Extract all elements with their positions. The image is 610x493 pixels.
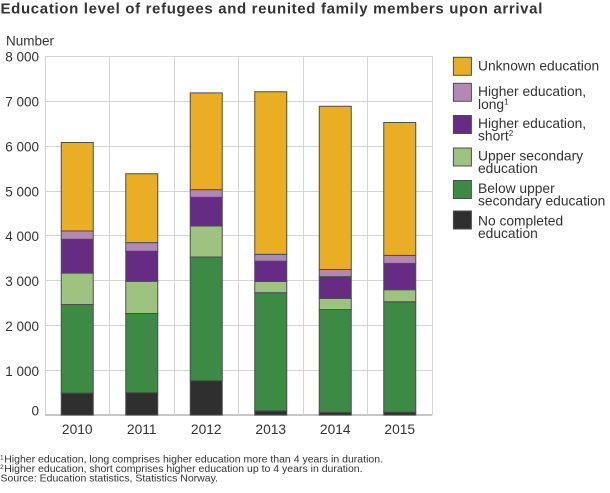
- svg-text:No completed: No completed: [478, 213, 563, 228]
- svg-text:Higher education,: Higher education,: [478, 84, 586, 99]
- svg-text:2: 2: [0, 464, 4, 471]
- svg-text:education: education: [478, 226, 538, 241]
- svg-text:2012: 2012: [191, 422, 222, 437]
- svg-text:2013: 2013: [255, 422, 286, 437]
- svg-text:2 000: 2 000: [5, 319, 39, 334]
- svg-text:Below upper: Below upper: [478, 181, 555, 196]
- svg-text:1: 1: [0, 454, 4, 461]
- svg-text:2014: 2014: [320, 422, 351, 437]
- svg-text:4 000: 4 000: [5, 229, 39, 244]
- svg-text:1 000: 1 000: [5, 364, 39, 379]
- svg-text:6 000: 6 000: [5, 139, 39, 154]
- svg-text:Source: Education statistics,: Source: Education statistics, Statistics…: [1, 473, 218, 485]
- svg-text:Upper secondary: Upper secondary: [478, 149, 583, 164]
- svg-text:Higher education, long compris: Higher education, long comprises higher …: [4, 453, 383, 465]
- svg-text:5 000: 5 000: [5, 184, 39, 199]
- svg-text:Unknown education: Unknown education: [478, 59, 599, 74]
- svg-text:2010: 2010: [62, 422, 93, 437]
- svg-text:8 000: 8 000: [5, 50, 39, 65]
- svg-text:2015: 2015: [384, 422, 415, 437]
- svg-text:Number: Number: [6, 34, 55, 49]
- svg-text:Higher education,: Higher education,: [478, 116, 586, 131]
- svg-text:2011: 2011: [127, 422, 157, 437]
- svg-text:Education level of refugees an: Education level of refugees and reunited…: [1, 1, 544, 18]
- svg-text:Higher education, short compri: Higher education, short comprises higher…: [4, 463, 362, 475]
- svg-text:education: education: [478, 161, 538, 176]
- svg-text:3 000: 3 000: [5, 274, 39, 289]
- svg-text:7 000: 7 000: [5, 94, 39, 109]
- svg-text:long1: long1: [478, 97, 509, 112]
- svg-text:secondary education: secondary education: [478, 193, 605, 208]
- svg-text:0: 0: [31, 403, 39, 418]
- svg-text:short2: short2: [478, 129, 514, 144]
